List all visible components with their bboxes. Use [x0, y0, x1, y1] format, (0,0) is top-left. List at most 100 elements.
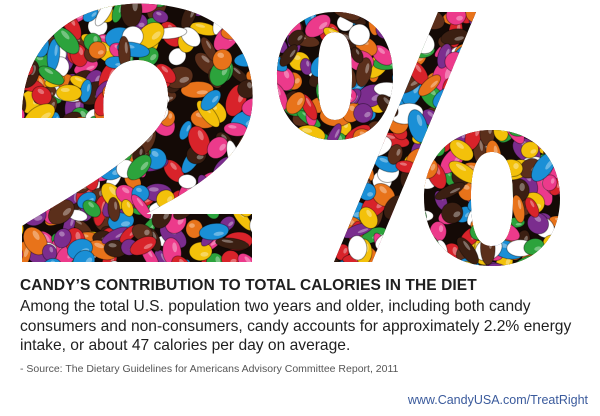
candy-highlight: [119, 109, 129, 116]
candy-highlight: [315, 267, 322, 276]
candy-highlight: [530, 200, 535, 208]
candy-highlight: [300, 257, 306, 264]
candy-highlight: [498, 111, 507, 118]
candy-piece: [277, 204, 298, 227]
candy-piece: [191, 262, 214, 266]
candy-highlight: [8, 103, 15, 109]
candy-piece: [0, 141, 19, 168]
candy-piece: [278, 177, 293, 199]
candy-piece: [457, 65, 486, 89]
candy-piece: [114, 120, 133, 139]
candy-highlight: [337, 6, 348, 12]
candy-highlight: [78, 3, 85, 6]
candy-highlight: [4, 215, 14, 222]
candy-highlight: [100, 35, 107, 39]
candy-highlight: [151, 31, 161, 40]
candy-highlight: [0, 93, 6, 99]
candy-highlight: [279, 18, 287, 29]
candy-highlight: [132, 3, 138, 12]
candy-piece: [565, 51, 592, 87]
candy-piece: [344, 140, 359, 167]
candy-highlight: [147, 72, 155, 77]
candy-highlight: [590, 23, 600, 32]
candy-piece: [320, 161, 343, 176]
candy-piece: [469, 83, 488, 105]
candy-highlight: [523, 121, 531, 128]
candy-highlight: [441, 124, 448, 136]
candy-highlight: [421, 145, 427, 156]
candy-highlight: [22, 55, 23, 63]
candy-highlight: [361, 0, 367, 2]
candy-highlight: [444, 67, 451, 80]
candy-highlight: [592, 172, 600, 183]
candy-highlight: [438, 225, 444, 233]
candy-highlight: [342, 214, 347, 222]
candy-highlight: [570, 0, 578, 4]
candy-highlight: [279, 274, 291, 276]
candy-highlight: [361, 31, 368, 38]
candy-piece: [501, 72, 533, 88]
candy-piece: [331, 211, 351, 231]
candy-highlight: [142, 61, 147, 70]
candy-highlight: [203, 178, 209, 189]
candy-highlight: [560, 76, 569, 80]
candy-highlight: [95, 75, 101, 83]
candy-highlight: [255, 171, 261, 180]
candy-highlight: [370, 13, 378, 18]
candy-highlight: [591, 49, 597, 60]
candy-highlight: [479, 227, 484, 234]
candy-highlight: [175, 50, 181, 56]
candy-piece: [569, 16, 593, 34]
candy-piece: [107, 260, 127, 266]
candy-highlight: [22, 166, 24, 178]
candy-highlight: [264, 96, 271, 106]
candy-highlight: [413, 214, 423, 222]
candy-highlight: [270, 34, 276, 42]
candy-highlight: [522, 27, 527, 34]
candy-piece: [395, 246, 417, 266]
candy-highlight: [266, 53, 276, 60]
candy-piece: [486, 40, 510, 58]
candy-highlight: [322, 61, 328, 69]
candy-highlight: [197, 130, 204, 141]
candy-piece: [360, 3, 382, 22]
candy-highlight: [52, 164, 62, 175]
candy-highlight: [590, 92, 600, 101]
candy-highlight: [325, 152, 331, 159]
candy-highlight: [454, 88, 462, 93]
candy-highlight: [481, 35, 488, 42]
candy-highlight: [198, 3, 204, 8]
candy-highlight: [148, 187, 159, 192]
candy-highlight: [70, 127, 76, 137]
candy-piece: [499, 3, 518, 29]
candy-highlight: [293, 151, 302, 157]
candy-highlight: [313, 229, 319, 234]
candy-piece: [197, 174, 215, 203]
candy-highlight: [83, 4, 92, 9]
candy-highlight: [331, 186, 342, 193]
candy-piece: [383, 254, 411, 266]
candy-piece: [23, 10, 39, 37]
candy-piece: [337, 260, 356, 266]
candy-highlight: [203, 267, 210, 274]
candy-highlight: [484, 68, 497, 74]
candy-highlight: [116, 265, 121, 266]
candy-highlight: [25, 188, 37, 193]
candy-highlight: [578, 228, 585, 235]
candy-piece: [515, 77, 538, 102]
candy-piece: [212, 48, 233, 71]
website-link[interactable]: www.CandyUSA.com/TreatRight: [407, 393, 588, 407]
candy-piece: [567, 35, 595, 52]
candy-highlight: [7, 11, 15, 19]
candy-highlight: [409, 216, 415, 226]
candy-piece: [338, 170, 368, 190]
candy-highlight: [300, 171, 305, 177]
candy-piece: [22, 186, 30, 208]
candy-piece: [126, 105, 147, 125]
candy-piece: [466, 67, 486, 91]
candy-highlight: [10, 245, 18, 253]
candy-highlight: [251, 73, 259, 80]
candy-highlight: [181, 176, 189, 181]
candy-highlight: [509, 4, 516, 15]
candy-piece: [70, 116, 93, 136]
